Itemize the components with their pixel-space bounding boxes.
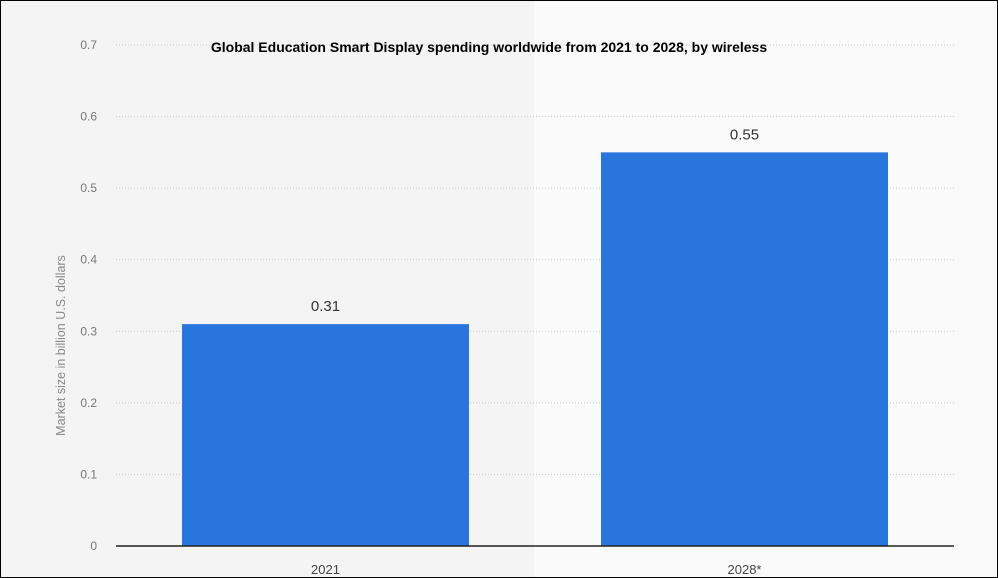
bar-2028 bbox=[601, 152, 888, 546]
y-tick-label: 0.2 bbox=[80, 396, 97, 410]
x-tick-label: 2028* bbox=[728, 562, 762, 577]
x-tick-label: 2021 bbox=[311, 562, 340, 577]
y-tick-label: 0.7 bbox=[80, 38, 97, 52]
y-tick-label: 0.6 bbox=[80, 110, 97, 124]
y-tick-label: 0.5 bbox=[80, 181, 97, 195]
bar-value-label: 0.55 bbox=[730, 126, 759, 143]
y-tick-label: 0.3 bbox=[80, 324, 97, 338]
y-tick-label: 0.1 bbox=[80, 467, 97, 481]
bar-2021 bbox=[182, 324, 469, 546]
bar-value-label: 0.31 bbox=[311, 298, 340, 315]
y-tick-label: 0 bbox=[90, 539, 97, 553]
y-axis-label: Market size in billion U.S. dollars bbox=[54, 255, 68, 436]
bars bbox=[182, 152, 888, 546]
y-tick-label: 0.4 bbox=[80, 253, 97, 267]
x-axis-ticks: 2021 2028* bbox=[311, 562, 761, 577]
value-labels: 0.31 0.55 bbox=[311, 126, 759, 315]
chart-title: Global Education Smart Display spending … bbox=[211, 39, 767, 55]
y-axis-ticks: 0 0.1 0.2 0.3 0.4 0.5 0.6 0.7 bbox=[80, 38, 97, 553]
